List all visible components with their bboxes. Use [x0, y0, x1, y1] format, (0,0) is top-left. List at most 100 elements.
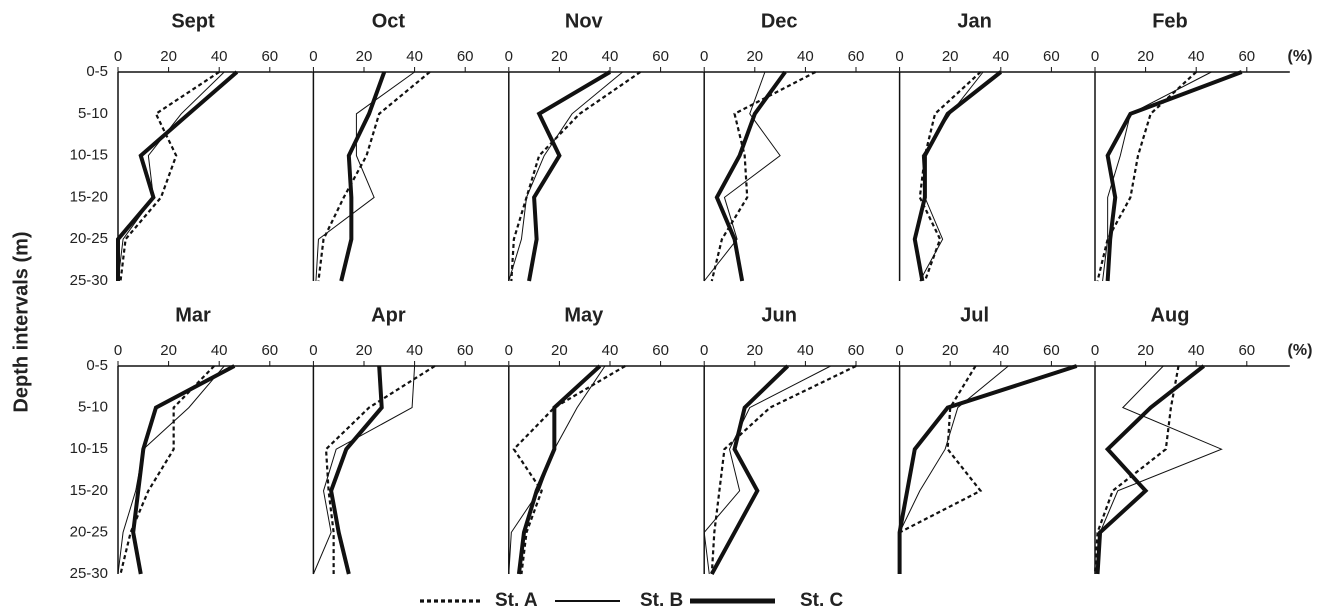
series-line	[912, 70, 1003, 282]
panel-title: Oct	[372, 10, 406, 32]
x-tick-label: 0	[309, 48, 317, 65]
x-tick-label: 0	[505, 48, 513, 65]
x-tick-label: 40	[602, 342, 619, 359]
series-line	[899, 365, 1009, 574]
x-tick-label: 40	[797, 48, 814, 65]
series-line	[508, 71, 623, 282]
x-tick-label: 40	[406, 48, 423, 65]
x-unit: (%)	[1288, 342, 1313, 359]
y-tick-label: 10-15	[70, 147, 108, 164]
x-tick-label: 0	[505, 342, 513, 359]
x-tick-label: 60	[1043, 342, 1060, 359]
series-line	[897, 364, 1078, 574]
legend-label: St. A	[495, 590, 538, 611]
series-line	[119, 71, 220, 282]
x-tick-label: 40	[992, 342, 1009, 359]
y-tick-label: 25-30	[70, 272, 108, 289]
x-tick-label: 40	[406, 342, 423, 359]
y-tick-label: 5-10	[78, 399, 108, 416]
panel-title: Aug	[1151, 304, 1190, 326]
x-tick-label: 0	[114, 342, 122, 359]
x-tick-label: 0	[895, 48, 903, 65]
series-line	[339, 71, 387, 282]
series-line	[527, 70, 612, 282]
panel-title: Apr	[371, 304, 406, 326]
series-line	[703, 71, 781, 282]
panel-title: Dec	[761, 10, 798, 32]
x-tick-label: 20	[1137, 48, 1154, 65]
legend-label: St. C	[800, 590, 844, 611]
series-line	[714, 70, 787, 282]
series-line	[312, 365, 416, 575]
x-tick-label: 20	[746, 48, 763, 65]
x-tick-label: 60	[457, 48, 474, 65]
x-tick-label: 20	[356, 342, 373, 359]
y-tick-label: 25-30	[70, 565, 108, 582]
panel-title: Jan	[957, 10, 991, 32]
series-line	[510, 71, 641, 282]
series-line	[1105, 70, 1243, 282]
y-tick-label: 15-20	[70, 188, 108, 205]
panel-title: Jun	[761, 304, 797, 326]
series-line	[315, 71, 415, 282]
x-tick-label: 60	[261, 342, 278, 359]
y-axis-label: Depth intervals (m)	[10, 231, 32, 412]
y-tick-label: 15-20	[70, 482, 108, 499]
x-tick-label: 20	[160, 342, 177, 359]
x-tick-label: 20	[1137, 342, 1154, 359]
x-tick-label: 60	[457, 342, 474, 359]
series-line	[1095, 364, 1206, 575]
y-tick-label: 10-15	[70, 440, 108, 457]
x-unit: (%)	[1288, 48, 1313, 65]
panel-title: Mar	[175, 304, 211, 326]
x-tick-label: 40	[797, 342, 814, 359]
series-line	[512, 365, 626, 575]
series-line	[1093, 365, 1180, 575]
x-tick-label: 20	[942, 48, 959, 65]
series-line	[516, 364, 602, 575]
x-tick-label: 40	[992, 48, 1009, 65]
series-line	[1096, 71, 1197, 282]
series-line	[117, 71, 225, 282]
x-tick-label: 60	[652, 48, 669, 65]
series-line	[918, 71, 982, 282]
y-tick-label: 20-25	[70, 523, 108, 540]
y-tick-label: 20-25	[70, 230, 108, 247]
y-tick-label: 0-5	[86, 63, 108, 80]
panel-title: Sept	[171, 10, 215, 32]
series-line	[710, 365, 857, 575]
x-tick-label: 20	[356, 48, 373, 65]
x-tick-label: 0	[309, 342, 317, 359]
x-tick-label: 60	[652, 342, 669, 359]
series-line	[131, 364, 236, 575]
series-line	[116, 70, 239, 281]
x-tick-label: 0	[1091, 48, 1099, 65]
x-tick-label: 0	[700, 342, 708, 359]
x-tick-label: 40	[1188, 342, 1205, 359]
panel-title: Jul	[960, 304, 989, 326]
x-tick-label: 40	[602, 48, 619, 65]
series-line	[919, 71, 984, 282]
panel-title: Feb	[1152, 10, 1188, 32]
series-line	[317, 71, 431, 282]
x-tick-label: 60	[1043, 48, 1060, 65]
x-tick-label: 40	[1188, 48, 1205, 65]
legend-label: St. B	[640, 590, 683, 611]
x-tick-label: 60	[848, 48, 865, 65]
x-tick-label: 20	[551, 342, 568, 359]
x-tick-label: 40	[211, 342, 228, 359]
series-line	[710, 364, 790, 575]
x-tick-label: 0	[1091, 342, 1099, 359]
x-tick-label: 0	[700, 48, 708, 65]
series-line	[710, 71, 817, 282]
x-tick-label: 40	[211, 48, 228, 65]
x-tick-label: 60	[848, 342, 865, 359]
x-tick-label: 0	[114, 48, 122, 65]
x-tick-label: 20	[551, 48, 568, 65]
x-tick-label: 20	[746, 342, 763, 359]
panel-title: May	[564, 304, 604, 326]
series-line	[329, 365, 384, 575]
x-tick-label: 60	[1238, 342, 1255, 359]
y-tick-label: 0-5	[86, 357, 108, 374]
